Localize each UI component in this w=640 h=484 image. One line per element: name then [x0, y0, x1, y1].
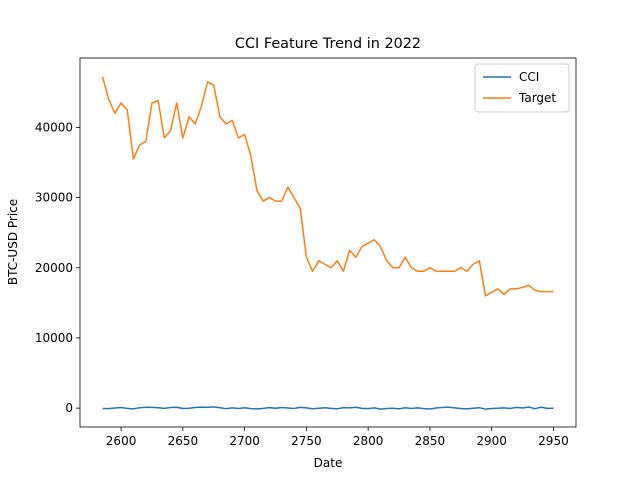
x-tick-label: 2700	[229, 434, 260, 448]
y-tick-label: 30000	[35, 191, 73, 205]
x-tick-label: 2750	[291, 434, 322, 448]
legend-label: Target	[518, 91, 556, 105]
legend-box	[474, 63, 570, 113]
line-series	[102, 406, 554, 410]
y-tick-label: 10000	[35, 331, 73, 345]
y-tick-label: 40000	[35, 120, 73, 134]
x-axis-label: Date	[314, 456, 343, 470]
x-tick-label: 2600	[106, 434, 137, 448]
x-tick-label: 2650	[168, 434, 199, 448]
line-series	[101, 76, 554, 297]
x-tick-label: 2950	[538, 434, 569, 448]
x-tick-label: 2800	[353, 434, 384, 448]
y-tick-label: 0	[65, 401, 73, 415]
legend-label: CCI	[519, 70, 539, 84]
y-axis-label: BTC-USD Price	[6, 199, 20, 285]
plot-frame	[79, 57, 577, 428]
y-tick-label: 20000	[35, 261, 73, 275]
x-tick-label: 2900	[476, 434, 507, 448]
x-tick-label: 2850	[415, 434, 446, 448]
chart-title: CCI Feature Trend in 2022	[235, 36, 421, 52]
